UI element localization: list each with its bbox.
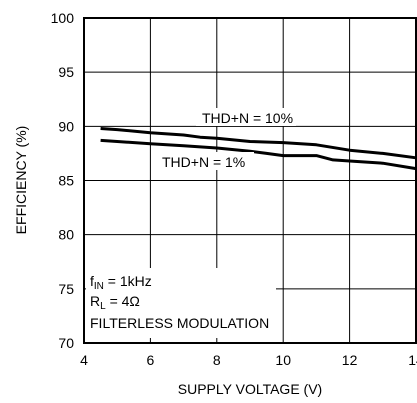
condition-modulation: FILTERLESS MODULATION [90,315,269,331]
x-tick-label: 12 [342,352,358,368]
x-tick-label: 4 [80,352,88,368]
series-label-thdn-1: THD+N = 1% [162,154,245,170]
y-axis-title: EFFICIENCY (%) [13,126,29,235]
x-tick-label: 8 [213,352,221,368]
series-line-1 [100,138,417,171]
condition-frequency: fIN = 1kHz [90,273,152,292]
x-tick-label: 6 [147,352,155,368]
y-tick-labels: 70 75 80 85 90 95 100 [51,10,75,351]
y-tick-label: 90 [58,118,74,134]
series-label-bg-1 [158,152,254,170]
condition-load: RL = 4Ω [90,293,140,312]
y-tick-label: 75 [58,281,74,297]
conditions-bg [86,268,276,338]
y-tick-label: 95 [58,64,74,80]
y-tick-label: 70 [58,335,74,351]
series-line-0 [100,127,417,160]
x-axis-title: SUPPLY VOLTAGE (V) [178,381,322,397]
plot-frame [83,17,417,344]
x-tick-label: 14 [408,352,417,368]
y-tick-label: 85 [58,173,74,189]
y-tick-label: 80 [58,227,74,243]
series-label-thdn-10: THD+N = 10% [202,110,293,126]
series-label-bg-10 [196,108,296,126]
series-group [100,127,417,171]
y-tick-label: 100 [51,10,75,26]
x-tick-label: 10 [275,352,291,368]
x-tick-labels: 4 6 8 10 12 14 [80,352,417,368]
